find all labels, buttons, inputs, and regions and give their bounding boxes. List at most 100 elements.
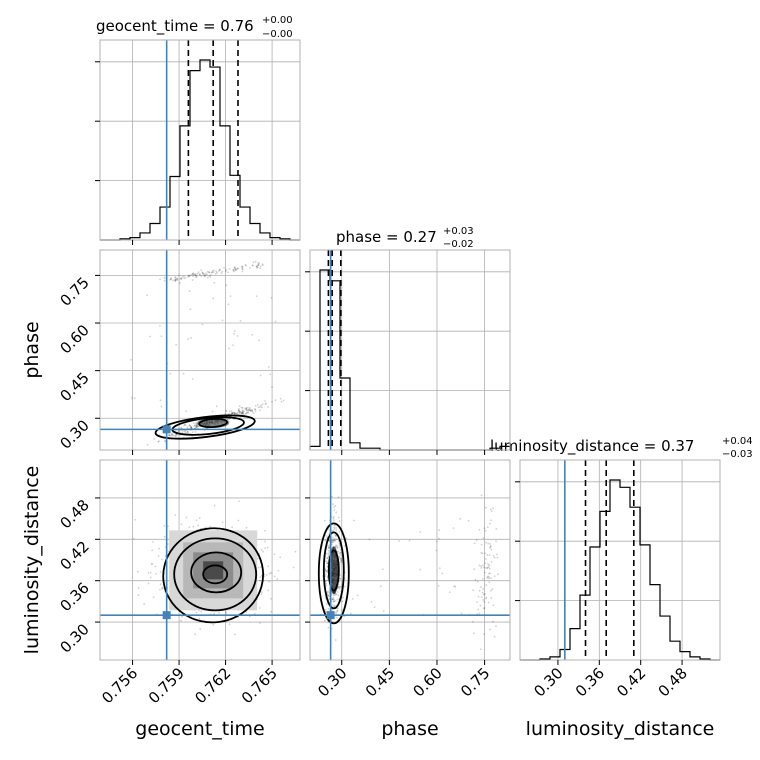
p10-band-point-28 [170, 277, 172, 279]
p10-band-point-21 [176, 277, 178, 280]
p21-main-point-451 [339, 577, 342, 580]
p10-main-point-288 [245, 408, 248, 411]
p20-point-174 [264, 540, 266, 543]
p21-right-point-88 [497, 573, 499, 576]
p10-main-point-360 [168, 434, 171, 436]
p10-main-point-75 [261, 406, 263, 409]
contour-10-inner [198, 418, 229, 429]
p21-right-point-20 [480, 551, 483, 554]
panel-phase-luminosity-distance-frame [309, 459, 511, 661]
p21-sparse-point-13 [381, 568, 384, 571]
p21-main-point-262 [332, 516, 335, 518]
p21-main-point-344 [327, 607, 330, 610]
p10-main-point-225 [246, 409, 249, 412]
p10-main-point-340 [241, 411, 244, 414]
p10-sparse-point-39 [190, 337, 192, 339]
p10-band-point-48 [257, 262, 260, 264]
xtick-label-1-3: 0.75 [457, 664, 493, 700]
p21-main-point-273 [323, 519, 326, 522]
grid-2-2 [520, 460, 720, 660]
p21-right-point-82 [483, 607, 486, 609]
p10-band-point-33 [195, 275, 198, 278]
p21-main-point-213 [325, 584, 328, 587]
p10-band-point-47 [232, 270, 235, 273]
p10-main-point-173 [164, 439, 166, 442]
p21-main-point-307 [336, 607, 339, 610]
xtick-label-0-0: 0.756 [98, 664, 141, 707]
panel-hist-geocent-time-frame [99, 39, 301, 241]
p21-sparse-point-5 [438, 567, 441, 570]
p20-point-469 [163, 524, 166, 527]
p21-right-point-8 [487, 601, 490, 604]
p21-main-point-330 [331, 541, 334, 544]
p21-main-point-225 [343, 585, 346, 588]
p21-main-point-203 [338, 555, 341, 558]
p10-main-point-297 [249, 409, 252, 412]
p10-main-point-55 [271, 400, 273, 403]
p10-main-point-233 [236, 412, 239, 415]
p21-right-point-15 [480, 494, 483, 497]
p21-sparse-point-22 [478, 528, 481, 531]
p21-right-point-83 [480, 543, 483, 546]
p21-right-point-7 [489, 572, 491, 575]
p21-sparse-point-38 [373, 606, 376, 609]
scatter-geocent_time-luminosity_distance [132, 500, 297, 636]
p10-main-point-91 [240, 412, 243, 414]
p10-main-point-171 [239, 411, 242, 414]
contour-20-mid [173, 537, 258, 612]
p20-point-384 [259, 566, 262, 568]
p10-sparse-point-21 [239, 319, 242, 322]
p21-main-point-253 [326, 566, 329, 569]
p21-main-point-533 [327, 528, 330, 531]
ytick-label-2-0: 0.30 [56, 620, 92, 656]
panels: 0.756 0.759 0.762 0.765 0.30 0.45 0.60 0.75 0.30… [56, 39, 721, 707]
p21-right-point-56 [492, 555, 495, 557]
p10-band-point-5 [215, 270, 218, 273]
p10-main-point-123 [224, 413, 226, 415]
p20-point-655 [198, 517, 201, 519]
p10-band-point-26 [187, 275, 189, 278]
p10-main-point-230 [170, 433, 173, 436]
p21-main-point-494 [333, 594, 335, 597]
p10-band-point-116 [176, 279, 179, 281]
p10-band-point-84 [211, 271, 214, 274]
p21-sparse-point-23 [382, 610, 385, 612]
p10-main-point-188 [170, 433, 173, 436]
p20-point-187 [161, 587, 164, 589]
p10-band-point-65 [232, 269, 235, 272]
p21-right-point-66 [495, 528, 498, 530]
p10-main-point-311 [247, 411, 250, 413]
p21-right-point-32 [490, 510, 493, 512]
p10-band-point-77 [225, 268, 228, 271]
p21-sparse-point-21 [483, 600, 486, 603]
p10-band-point-76 [169, 278, 171, 281]
p10-band-point-95 [201, 273, 204, 275]
p21-main-point-479 [332, 539, 335, 542]
xtick-label-0-3: 0.765 [238, 664, 281, 707]
p10-band-point-7 [202, 272, 205, 275]
p20-point-574 [233, 633, 236, 636]
p21-main-point-249 [332, 529, 335, 532]
p21-main-point-3 [336, 598, 339, 601]
p10-main-point-83 [196, 425, 199, 428]
p10-main-point-232 [184, 424, 187, 426]
p21-right-point-81 [478, 589, 481, 592]
p10-band-point-105 [244, 263, 247, 266]
ylabel-luminosity-distance: luminosity_distance [21, 466, 43, 655]
p10-band-point-93 [241, 265, 243, 268]
p21-right-point-64 [480, 596, 483, 599]
p10-band-point-80 [233, 266, 236, 269]
p20-point-209 [159, 583, 162, 586]
title-geocent-time-value: 0.76 [220, 17, 253, 35]
p10-band-point-71 [174, 276, 176, 279]
p21-right-point-73 [493, 575, 496, 578]
p10-sparse-point-44 [159, 399, 162, 402]
p10-band-point-17 [188, 275, 191, 277]
p20-point-313 [147, 572, 150, 574]
p20-point-32 [257, 566, 260, 569]
p10-band-point-96 [221, 270, 224, 273]
p20-point-668 [204, 526, 207, 529]
p21-sparse-point-35 [419, 531, 422, 533]
xtick-label-0-2: 0.762 [191, 664, 234, 707]
p21-right-point-39 [488, 581, 491, 584]
